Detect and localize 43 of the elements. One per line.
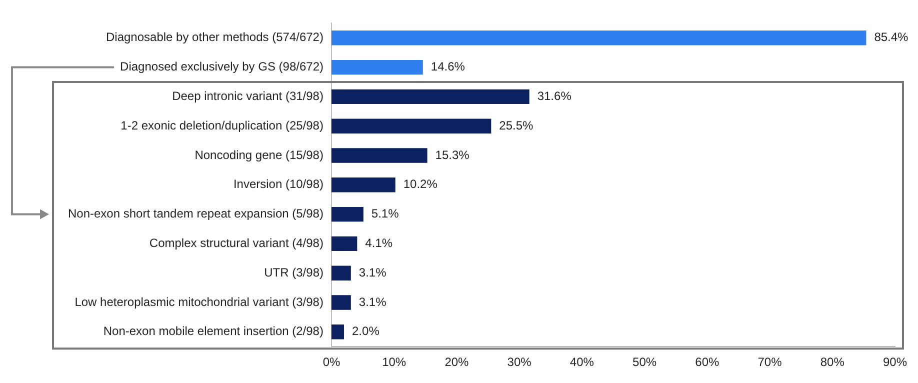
data-label: 2.0% [352, 324, 380, 338]
y-tick-label: Noncoding gene (15/98) [194, 148, 324, 162]
y-tick-label: UTR (3/98) [264, 265, 324, 280]
y-tick-label: Diagnosable by other methods (574/672) [106, 30, 324, 44]
bar [331, 89, 530, 104]
bar [331, 30, 866, 46]
bar [331, 178, 396, 192]
y-tick-label: Diagnosed exclusively by GS (98/672) [120, 60, 324, 74]
x-tick-label: 30% [507, 355, 532, 370]
data-label: 15.3% [435, 148, 470, 162]
x-tick-label: 20% [444, 355, 470, 370]
x-tick-label: 40% [570, 355, 594, 370]
x-tick-label: 80% [820, 355, 845, 370]
bar [331, 60, 423, 75]
data-label: 14.6% [430, 60, 466, 74]
x-tick-label: 70% [758, 355, 782, 370]
x-tick-label: 90% [882, 355, 908, 370]
data-label: 4.1% [365, 236, 393, 250]
y-tick-label: Low heteroplasmic mitochondrial variant (3/98) [74, 294, 324, 309]
y-tick-label: Deep intronic variant (31/98) [172, 89, 324, 104]
data-label: 31.6% [537, 89, 572, 104]
x-tick-label: 60% [695, 355, 720, 370]
data-label: 25.5% [499, 118, 534, 132]
bar [331, 206, 364, 222]
data-label: 3.1% [358, 265, 387, 280]
y-tick-label: Non-exon short tandem repeat expansion (5/98) [68, 206, 324, 221]
data-label: 5.1% [371, 206, 400, 221]
bar [331, 295, 351, 310]
bar [331, 118, 492, 134]
x-tick-label: 0% [322, 355, 340, 370]
x-tick-label: 50% [632, 355, 657, 370]
y-tick-label: 1-2 exonic deletion/duplication (25/98) [120, 118, 324, 132]
y-tick-label: Inversion (10/98) [233, 177, 324, 192]
y-tick-label: Complex structural variant (4/98) [149, 236, 324, 250]
data-label: 10.2% [403, 177, 438, 192]
x-tick-label: 10% [382, 355, 406, 370]
bar [331, 266, 351, 280]
bar [331, 324, 344, 340]
bar [331, 236, 358, 252]
y-tick-label: Non-exon mobile element insertion (2/98) [103, 324, 324, 338]
bar [331, 148, 428, 163]
data-label: 3.1% [358, 294, 387, 309]
data-label: 85.4% [874, 30, 909, 44]
